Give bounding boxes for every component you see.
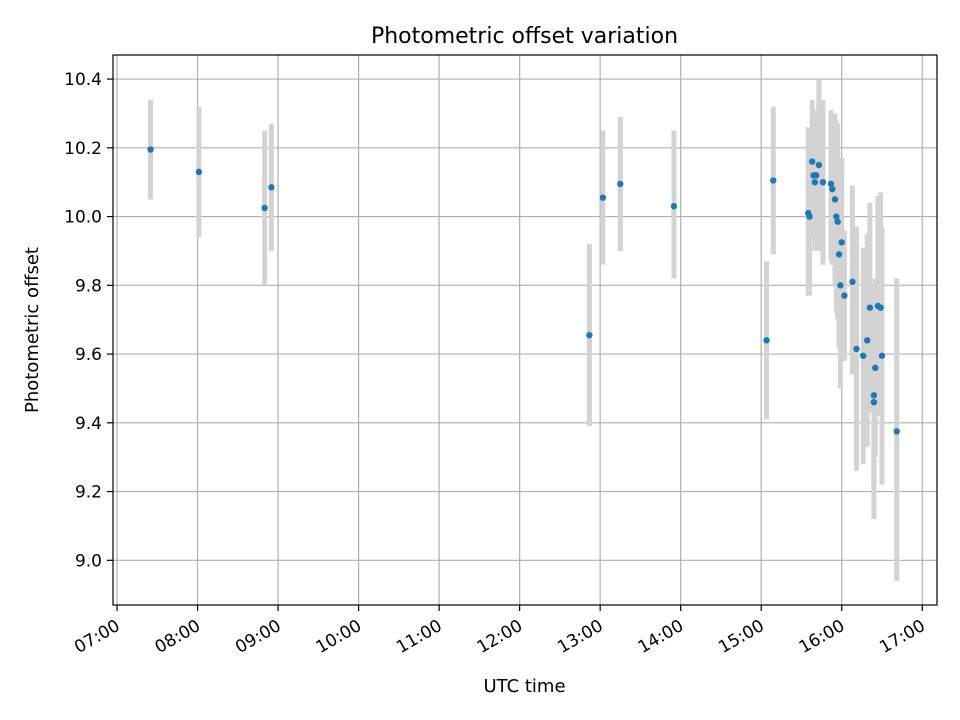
data-point bbox=[831, 196, 839, 203]
data-point bbox=[586, 331, 593, 339]
data-point bbox=[859, 352, 867, 359]
data-point bbox=[770, 177, 777, 184]
y-tick-label: 9.0 bbox=[75, 551, 102, 571]
data-point bbox=[670, 203, 678, 210]
y-axis-label: Photometric offset bbox=[22, 247, 43, 413]
y-tick-label: 9.2 bbox=[75, 483, 102, 503]
data-point bbox=[866, 304, 874, 311]
x-axis-label: UTC time bbox=[483, 676, 565, 697]
data-point bbox=[872, 364, 879, 372]
data-point bbox=[841, 292, 848, 299]
y-tick-label: 9.6 bbox=[75, 345, 102, 365]
data-point bbox=[827, 180, 835, 188]
chart-title: Photometric offset variation bbox=[371, 24, 678, 49]
data-point bbox=[837, 282, 844, 289]
data-point bbox=[870, 398, 878, 406]
grid bbox=[113, 55, 937, 605]
data-point bbox=[849, 278, 856, 286]
data-point bbox=[815, 161, 823, 169]
data-point bbox=[261, 204, 268, 212]
data-point bbox=[893, 428, 900, 435]
data-point bbox=[838, 239, 845, 246]
data-point bbox=[835, 251, 843, 258]
data-point bbox=[877, 304, 884, 311]
y-tick-label: 10.0 bbox=[64, 208, 102, 228]
data-point bbox=[853, 345, 860, 353]
data-point bbox=[834, 218, 841, 225]
data-point bbox=[864, 337, 871, 344]
data-point bbox=[870, 392, 878, 399]
data-point bbox=[617, 180, 624, 188]
data-point bbox=[833, 213, 840, 220]
y-tick-label: 10.2 bbox=[64, 139, 102, 159]
data-point bbox=[268, 184, 275, 191]
data-point bbox=[813, 172, 820, 179]
data-point bbox=[806, 213, 813, 220]
y-axis: 9.0 9.2 9.4 9.6 9.8 10.0 10.2 10.4 bbox=[64, 70, 113, 571]
data-point bbox=[147, 146, 154, 153]
data-points bbox=[147, 146, 900, 435]
y-tick-label: 9.4 bbox=[75, 414, 102, 434]
y-tick-label: 10.4 bbox=[64, 70, 102, 90]
data-point bbox=[599, 194, 607, 201]
data-point bbox=[763, 337, 770, 344]
data-point bbox=[811, 178, 819, 186]
data-point bbox=[878, 352, 886, 359]
plot-frame bbox=[112, 54, 938, 606]
data-point bbox=[808, 158, 816, 165]
y-tick-label: 9.8 bbox=[75, 276, 102, 296]
data-point bbox=[819, 178, 827, 186]
data-point bbox=[829, 185, 836, 193]
data-point bbox=[195, 168, 203, 176]
